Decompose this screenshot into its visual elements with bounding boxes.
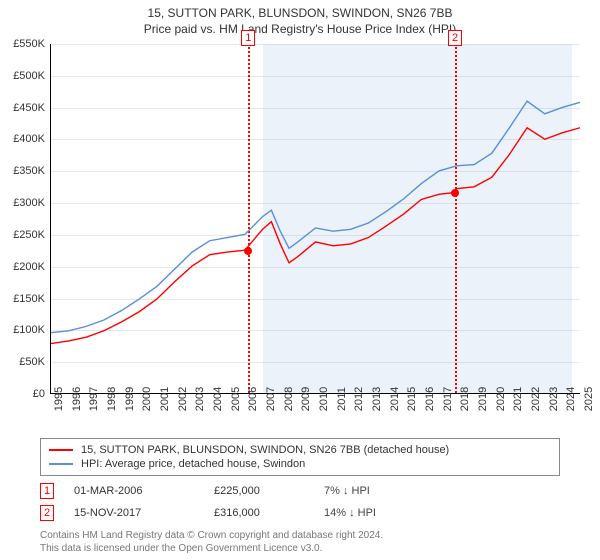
x-tick-label: 2012 [353, 387, 365, 411]
x-tick-label: 2007 [265, 387, 277, 411]
y-tick-label: £300K [0, 197, 45, 209]
x-tick-label: 1996 [71, 387, 83, 411]
legend-item: HPI: Average price, detached house, Swin… [49, 457, 551, 471]
sale-marker [244, 247, 252, 255]
sale-marker [451, 189, 459, 197]
x-tick-label: 2023 [548, 387, 560, 411]
x-tick-label: 2025 [583, 387, 595, 411]
sale-price: £225,000 [214, 485, 304, 497]
chart-area: 12 £0£50K£100K£150K£200K£250K£300K£350K£… [50, 44, 580, 394]
footer-attribution: Contains HM Land Registry data © Crown c… [40, 530, 383, 555]
legend-item: 15, SUTTON PARK, BLUNSDON, SWINDON, SN26… [49, 443, 551, 457]
chart-container: 15, SUTTON PARK, BLUNSDON, SWINDON, SN26… [0, 0, 600, 560]
x-tick-label: 2024 [565, 387, 577, 411]
footer-line2: This data is licensed under the Open Gov… [40, 543, 383, 556]
sale-badge-icon: 1 [40, 483, 54, 499]
y-tick-label: £400K [0, 133, 45, 145]
x-tick-label: 2018 [459, 387, 471, 411]
y-tick-label: £450K [0, 102, 45, 114]
x-tick-label: 2019 [477, 387, 489, 411]
sale-date: 15-NOV-2017 [74, 507, 194, 519]
sales-table: 1 01-MAR-2006 £225,000 7% ↓ HPI 2 15-NOV… [40, 480, 560, 524]
x-tick-label: 2011 [336, 387, 348, 411]
y-tick-label: £50K [0, 356, 45, 368]
sale-badge-icon: 1 [241, 30, 255, 46]
title-subtitle: Price paid vs. HM Land Registry's House … [0, 22, 600, 36]
y-tick-label: £350K [0, 165, 45, 177]
x-tick-label: 2022 [530, 387, 542, 411]
y-tick-label: £150K [0, 293, 45, 305]
x-tick-label: 1998 [106, 387, 118, 411]
legend-label: 15, SUTTON PARK, BLUNSDON, SWINDON, SN26… [81, 444, 449, 456]
sale-pct: 7% ↓ HPI [324, 485, 444, 497]
sale-badge-icon: 2 [40, 505, 54, 521]
footer-line1: Contains HM Land Registry data © Crown c… [40, 530, 383, 543]
x-tick-label: 1997 [88, 387, 100, 411]
sale-price: £316,000 [214, 507, 304, 519]
y-tick-label: £200K [0, 261, 45, 273]
x-tick-label: 2001 [159, 387, 171, 411]
legend-label: HPI: Average price, detached house, Swin… [81, 458, 305, 470]
x-tick-label: 2014 [389, 387, 401, 411]
x-tick-label: 2003 [194, 387, 206, 411]
sale-date: 01-MAR-2006 [74, 485, 194, 497]
x-tick-label: 2009 [300, 387, 312, 411]
x-tick-label: 2000 [141, 387, 153, 411]
x-tick-label: 2020 [495, 387, 507, 411]
legend-swatch [49, 449, 73, 451]
table-row: 1 01-MAR-2006 £225,000 7% ↓ HPI [40, 480, 560, 502]
x-tick-label: 2015 [406, 387, 418, 411]
x-tick-label: 2010 [318, 387, 330, 411]
x-tick-label: 1995 [53, 387, 65, 411]
legend: 15, SUTTON PARK, BLUNSDON, SWINDON, SN26… [40, 438, 560, 476]
x-tick-label: 2006 [247, 387, 259, 411]
x-tick-label: 2016 [424, 387, 436, 411]
title-address: 15, SUTTON PARK, BLUNSDON, SWINDON, SN26… [0, 6, 600, 20]
x-tick-label: 2017 [442, 387, 454, 411]
line-series [51, 44, 580, 393]
plot-region: 12 [50, 44, 580, 394]
x-tick-label: 2021 [512, 387, 524, 411]
legend-swatch [49, 463, 73, 465]
series-price_paid [51, 128, 580, 344]
title-block: 15, SUTTON PARK, BLUNSDON, SWINDON, SN26… [0, 0, 600, 36]
series-hpi [51, 101, 580, 333]
x-tick-label: 2008 [283, 387, 295, 411]
x-tick-label: 2002 [177, 387, 189, 411]
sale-pct: 14% ↓ HPI [324, 507, 444, 519]
y-tick-label: £250K [0, 229, 45, 241]
x-tick-label: 2005 [230, 387, 242, 411]
x-tick-label: 1999 [124, 387, 136, 411]
sale-badge-icon: 2 [448, 30, 462, 46]
y-tick-label: £0 [0, 388, 45, 400]
y-tick-label: £500K [0, 70, 45, 82]
table-row: 2 15-NOV-2017 £316,000 14% ↓ HPI [40, 502, 560, 524]
y-tick-label: £550K [0, 38, 45, 50]
x-tick-label: 2013 [371, 387, 383, 411]
x-tick-label: 2004 [212, 387, 224, 411]
y-tick-label: £100K [0, 324, 45, 336]
